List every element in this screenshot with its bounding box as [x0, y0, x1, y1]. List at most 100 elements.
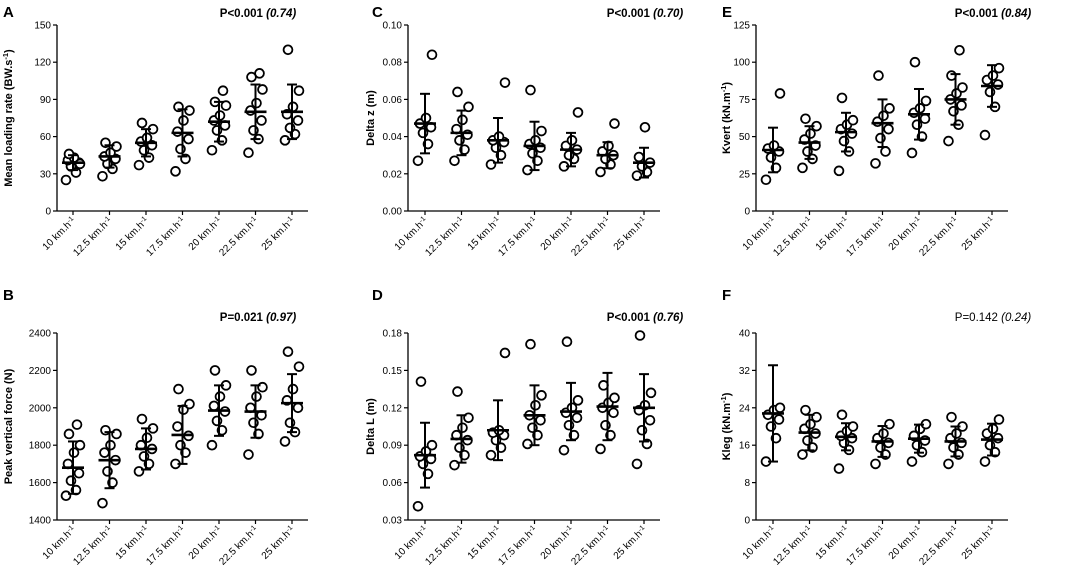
data-point [248, 417, 259, 429]
data-point [846, 128, 858, 139]
x-tick-label: 20 km.h-1 [886, 215, 924, 253]
x-tick-label: 12.5 km.h-1 [71, 524, 115, 568]
data-point [595, 443, 606, 455]
x-tick-label: 25 km.h-1 [259, 524, 297, 562]
data-point [765, 421, 777, 432]
data-point [571, 412, 583, 424]
data-point [634, 330, 646, 341]
data-point [217, 85, 229, 97]
data-point [760, 174, 772, 186]
x-tick-label: 15 km.h-1 [465, 524, 503, 562]
data-point [284, 417, 296, 429]
data-point [870, 458, 881, 470]
panel-letter: A [3, 4, 14, 21]
data-point [636, 424, 648, 436]
y-tick-label: 2200 [29, 366, 52, 377]
data-point [800, 113, 811, 125]
y-axis-title: Delta L (m) [365, 398, 377, 455]
x-tick-label: 25 km.h-1 [259, 215, 297, 253]
data-point [873, 70, 884, 81]
panel-c: C P<0.001 (0.70) 0.00 0.02 0.04 0.06 0.08 0.10 D… [365, 4, 683, 259]
data-point [293, 85, 305, 97]
x-tick-label: 22.5 km.h-1 [217, 524, 261, 568]
data-point [454, 442, 465, 453]
data-point [184, 398, 195, 410]
y-tick-label: 0 [744, 207, 750, 218]
y-tick-label: 0.00 [383, 207, 403, 218]
data-point [572, 395, 584, 406]
data-point [246, 365, 257, 376]
data-point [984, 86, 996, 98]
x-tick-label: 25 km.h-1 [959, 215, 997, 253]
x-tick-label: 25 km.h-1 [611, 215, 649, 253]
data-point [97, 497, 108, 509]
data-point [208, 400, 220, 412]
x-tick-label: 22.5 km.h-1 [217, 215, 261, 259]
data-point [992, 79, 1004, 90]
data-point [920, 95, 932, 107]
x-tick-label: 22.5 km.h-1 [917, 215, 961, 259]
data-point [906, 147, 918, 159]
data-point [946, 411, 957, 423]
data-point [535, 414, 546, 426]
data-point [645, 387, 657, 399]
y-axis-title: Delta z (m) [365, 90, 377, 146]
y-tick-label: 120 [34, 58, 51, 69]
data-point [184, 105, 195, 116]
y-axis-title: Kleg (kN.m-1) [719, 392, 734, 460]
data-point [600, 419, 611, 431]
data-point [765, 152, 777, 163]
data-point [957, 82, 968, 93]
data-point [257, 84, 268, 95]
y-tick-label: 0.06 [383, 95, 403, 106]
data-point [454, 135, 465, 146]
x-tick-label: 12.5 km.h-1 [423, 215, 467, 259]
x-tick-label: 10 km.h-1 [740, 524, 778, 562]
data-point [875, 132, 886, 144]
x-tick-label: 20 km.h-1 [538, 524, 576, 562]
y-tick-label: 125 [733, 21, 750, 32]
y-tick-label: 2000 [29, 403, 52, 414]
panel-f: F P=0.142 (0.24) 0 8 16 24 32 40 Kleg (kN.m-1) 10… [719, 287, 1032, 568]
data-point [527, 422, 538, 434]
y-tick-label: 32 [739, 366, 751, 377]
data-point [948, 106, 959, 117]
y-tick-label: 90 [40, 95, 52, 106]
data-point [833, 463, 845, 474]
y-tick-label: 0.04 [383, 132, 403, 143]
data-point [880, 146, 891, 157]
x-tick-label: 10 km.h-1 [40, 524, 78, 562]
p-value-label: P=0.142 (0.24) [955, 312, 1032, 324]
data-point [452, 86, 463, 98]
data-point [943, 458, 954, 470]
data-point [800, 404, 811, 416]
data-point [992, 432, 1004, 444]
data-point [485, 449, 497, 461]
data-point [73, 467, 85, 479]
y-axis-title: Peak vertical force (N) [3, 368, 15, 484]
data-point [884, 418, 895, 430]
data-point [802, 146, 813, 157]
panel-letter: C [372, 4, 383, 21]
data-point [536, 125, 547, 137]
x-tick-label: 20 km.h-1 [186, 524, 224, 562]
data-point [426, 439, 438, 451]
data-point [956, 100, 967, 111]
y-tick-label: 150 [34, 21, 51, 32]
data-point [909, 56, 921, 68]
data-point [412, 500, 424, 512]
y-tick-label: 0.12 [383, 403, 403, 414]
y-tick-label: 25 [739, 169, 751, 180]
data-point [256, 115, 267, 126]
data-point [415, 376, 427, 387]
data-point [993, 414, 1005, 425]
data-point [257, 381, 268, 393]
panel-b: B P=0.021 (0.97) 1400 1600 1800 2000 2200 2400 P… [3, 287, 308, 568]
data-point [558, 444, 570, 456]
data-point [111, 428, 122, 440]
data-point [60, 490, 72, 501]
data-point [536, 390, 547, 401]
x-tick-label: 12.5 km.h-1 [771, 524, 815, 568]
x-tick-label: 22.5 km.h-1 [569, 524, 613, 568]
data-point [883, 123, 894, 135]
